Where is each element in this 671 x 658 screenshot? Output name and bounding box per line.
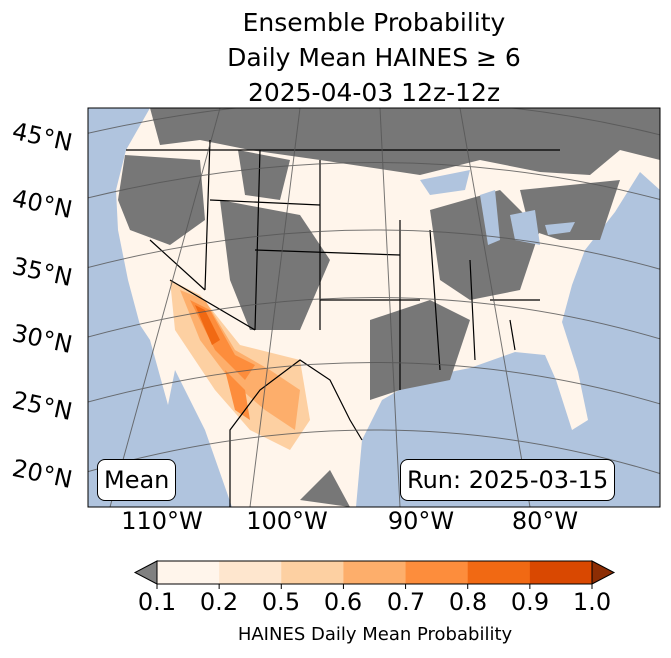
colorbar-label: HAINES Daily Mean Probability	[237, 624, 513, 645]
lon-label: 110°W	[121, 507, 203, 535]
colorbar-segment	[281, 561, 344, 584]
colorbar-over-arrow	[591, 560, 616, 585]
lon-label: 90°W	[387, 507, 455, 535]
title-line-2: Daily Mean HAINES ≥ 6	[227, 43, 521, 72]
title-line-1: Ensemble Probability	[242, 8, 506, 37]
colorbar-tick: 0.5	[261, 588, 301, 616]
low-probability-areas	[118, 108, 660, 507]
great-lakes	[420, 170, 575, 245]
colorbar-under-arrow	[133, 560, 158, 585]
colorbar-tick: 1.0	[572, 588, 612, 616]
map-frame	[87, 107, 661, 508]
colorbar-tick: 0.9	[510, 588, 550, 616]
colorbar-tick: 0.7	[386, 588, 426, 616]
colorbar	[133, 560, 616, 589]
colorbar-segment	[343, 561, 407, 584]
colorbar-segment	[529, 561, 593, 584]
colorbar-frame	[156, 560, 593, 585]
probability-areas	[170, 280, 310, 450]
colorbar-segment	[157, 561, 220, 584]
lon-label: 100°W	[246, 507, 328, 535]
title-line-3: 2025-04-03 12z-12z	[247, 78, 501, 107]
colorbar-tick: 0.6	[323, 588, 363, 616]
colorbar-segment	[219, 561, 282, 584]
colorbar-tick: 0.8	[448, 588, 488, 616]
state-borders	[126, 139, 560, 507]
colorbar-segment	[405, 561, 469, 584]
colorbar-segment	[467, 561, 531, 584]
colorbar-tick: 0.1	[137, 588, 177, 616]
run-label-box: Run: 2025-03-15	[400, 459, 616, 501]
colorbar-tick: 0.2	[199, 588, 239, 616]
lon-label: 80°W	[511, 507, 579, 535]
graticule	[88, 108, 660, 507]
stat-label-box: Mean	[97, 459, 177, 501]
